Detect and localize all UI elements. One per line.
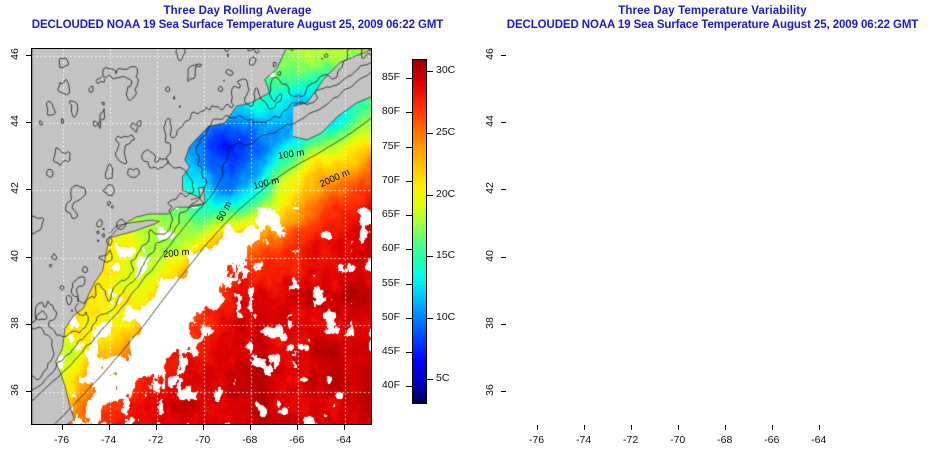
x-tick-label: -66: [764, 434, 780, 446]
left-subtitle: DECLOUDED NOAA 19 Sea Surface Temperatur…: [31, 19, 444, 31]
colorbar-tick-f: [406, 351, 412, 353]
colorbar-tick-f: [406, 249, 412, 251]
colorbar-label-c: 20C: [436, 187, 456, 200]
y-tick-label: 38: [9, 317, 21, 329]
y-tick: [501, 122, 506, 124]
x-tick-label: -76: [528, 434, 545, 446]
y-tick: [26, 256, 31, 258]
y-tick-label: 44: [484, 115, 496, 127]
colorbar-label-f: 75F: [381, 139, 400, 152]
y-tick-label: 40: [9, 249, 21, 262]
left-colorbar: [412, 59, 427, 404]
colorbar-label-c: 25C: [436, 125, 456, 138]
colorbar-tick-c: [427, 379, 433, 381]
y-tick-label: 42: [484, 182, 496, 195]
right-subtitle: DECLOUDED NOAA 19 Sea Surface Temperatur…: [506, 19, 919, 31]
x-tick-label: -72: [623, 434, 639, 446]
x-tick: [249, 425, 251, 430]
x-tick: [818, 425, 820, 430]
left-title: Three Day Rolling Average: [163, 5, 312, 17]
y-tick-label: 42: [9, 182, 21, 195]
x-tick: [536, 425, 538, 430]
right-titles: Three Day Temperature Variability DECLOU…: [475, 4, 950, 33]
y-tick-label: 46: [9, 47, 21, 60]
y-tick: [26, 122, 31, 124]
x-tick: [630, 425, 632, 430]
x-tick-label: -66: [289, 434, 305, 446]
y-tick: [501, 324, 506, 326]
x-tick: [296, 425, 298, 430]
x-tick: [343, 425, 345, 430]
colorbar-tick-f: [406, 78, 412, 80]
x-tick: [202, 425, 204, 430]
colorbar-label-f: 85F: [381, 71, 400, 84]
right-title: Three Day Temperature Variability: [618, 5, 807, 17]
colorbar-tick-c: [427, 256, 433, 258]
y-tick-label: 44: [9, 115, 21, 127]
x-tick-label: -68: [717, 434, 733, 446]
y-tick-label: 36: [9, 384, 21, 397]
colorbar-tick-f: [406, 112, 412, 114]
colorbar-label-f: 80F: [381, 105, 400, 118]
colorbar-tick-f: [406, 215, 412, 217]
colorbar-tick-c: [427, 317, 433, 319]
colorbar-label-c: 30C: [436, 64, 456, 77]
colorbar-tick-c: [427, 71, 433, 73]
x-tick-label: -74: [576, 434, 592, 446]
y-tick-label: 36: [484, 384, 496, 397]
panel-left: Three Day Rolling Average DECLOUDED NOAA…: [0, 4, 475, 446]
x-tick: [724, 425, 726, 430]
colorbar-tick-f: [406, 317, 412, 319]
colorbar-tick-f: [406, 146, 412, 148]
x-tick-label: -72: [148, 434, 164, 446]
x-tick: [583, 425, 585, 430]
colorbar-label-c: 5C: [436, 372, 450, 385]
y-tick-label: 46: [484, 47, 496, 60]
colorbar-tick-f: [406, 180, 412, 182]
x-tick-label: -70: [195, 434, 211, 446]
x-tick-label: -74: [101, 434, 117, 446]
colorbar-label-f: 40F: [381, 379, 400, 392]
y-tick: [501, 256, 506, 258]
sst-raster: [32, 49, 371, 424]
x-tick-label: -68: [242, 434, 258, 446]
x-tick: [108, 425, 110, 430]
colorbar-tick-f: [406, 386, 412, 388]
colorbar-tick-f: [406, 283, 412, 285]
x-tick-label: -76: [53, 434, 70, 446]
colorbar-label-f: 65F: [381, 208, 400, 221]
colorbar-label-f: 60F: [381, 242, 400, 255]
left-map: 50 m 100 m 200 m 2000 m 100 m: [31, 48, 372, 425]
y-tick: [26, 391, 31, 393]
colorbar-label-f: 55F: [381, 276, 400, 289]
y-tick-label: 40: [484, 249, 496, 262]
colorbar-label-f: 45F: [381, 344, 400, 357]
y-tick-label: 38: [484, 317, 496, 329]
colorbar-tick-c: [427, 194, 433, 196]
left-titles: Three Day Rolling Average DECLOUDED NOAA…: [0, 4, 475, 33]
x-tick: [61, 425, 63, 430]
y-tick: [501, 391, 506, 393]
x-tick-label: -64: [336, 434, 352, 446]
x-tick-label: -70: [670, 434, 686, 446]
colorbar-label-f: 50F: [381, 310, 400, 323]
colorbar-tick-c: [427, 132, 433, 134]
x-tick: [155, 425, 157, 430]
panel-right: Three Day Temperature Variability DECLOU…: [475, 0, 950, 475]
colorbar-label-c: 10C: [436, 310, 456, 323]
y-tick: [26, 324, 31, 326]
colorbar-label-c: 15C: [436, 249, 456, 262]
x-tick-label: -64: [811, 434, 827, 446]
y-tick: [501, 54, 506, 56]
y-tick: [26, 189, 31, 191]
x-tick: [771, 425, 773, 430]
colorbar-label-f: 70F: [381, 173, 400, 186]
x-tick: [677, 425, 679, 430]
y-tick: [501, 189, 506, 191]
y-tick: [26, 54, 31, 56]
